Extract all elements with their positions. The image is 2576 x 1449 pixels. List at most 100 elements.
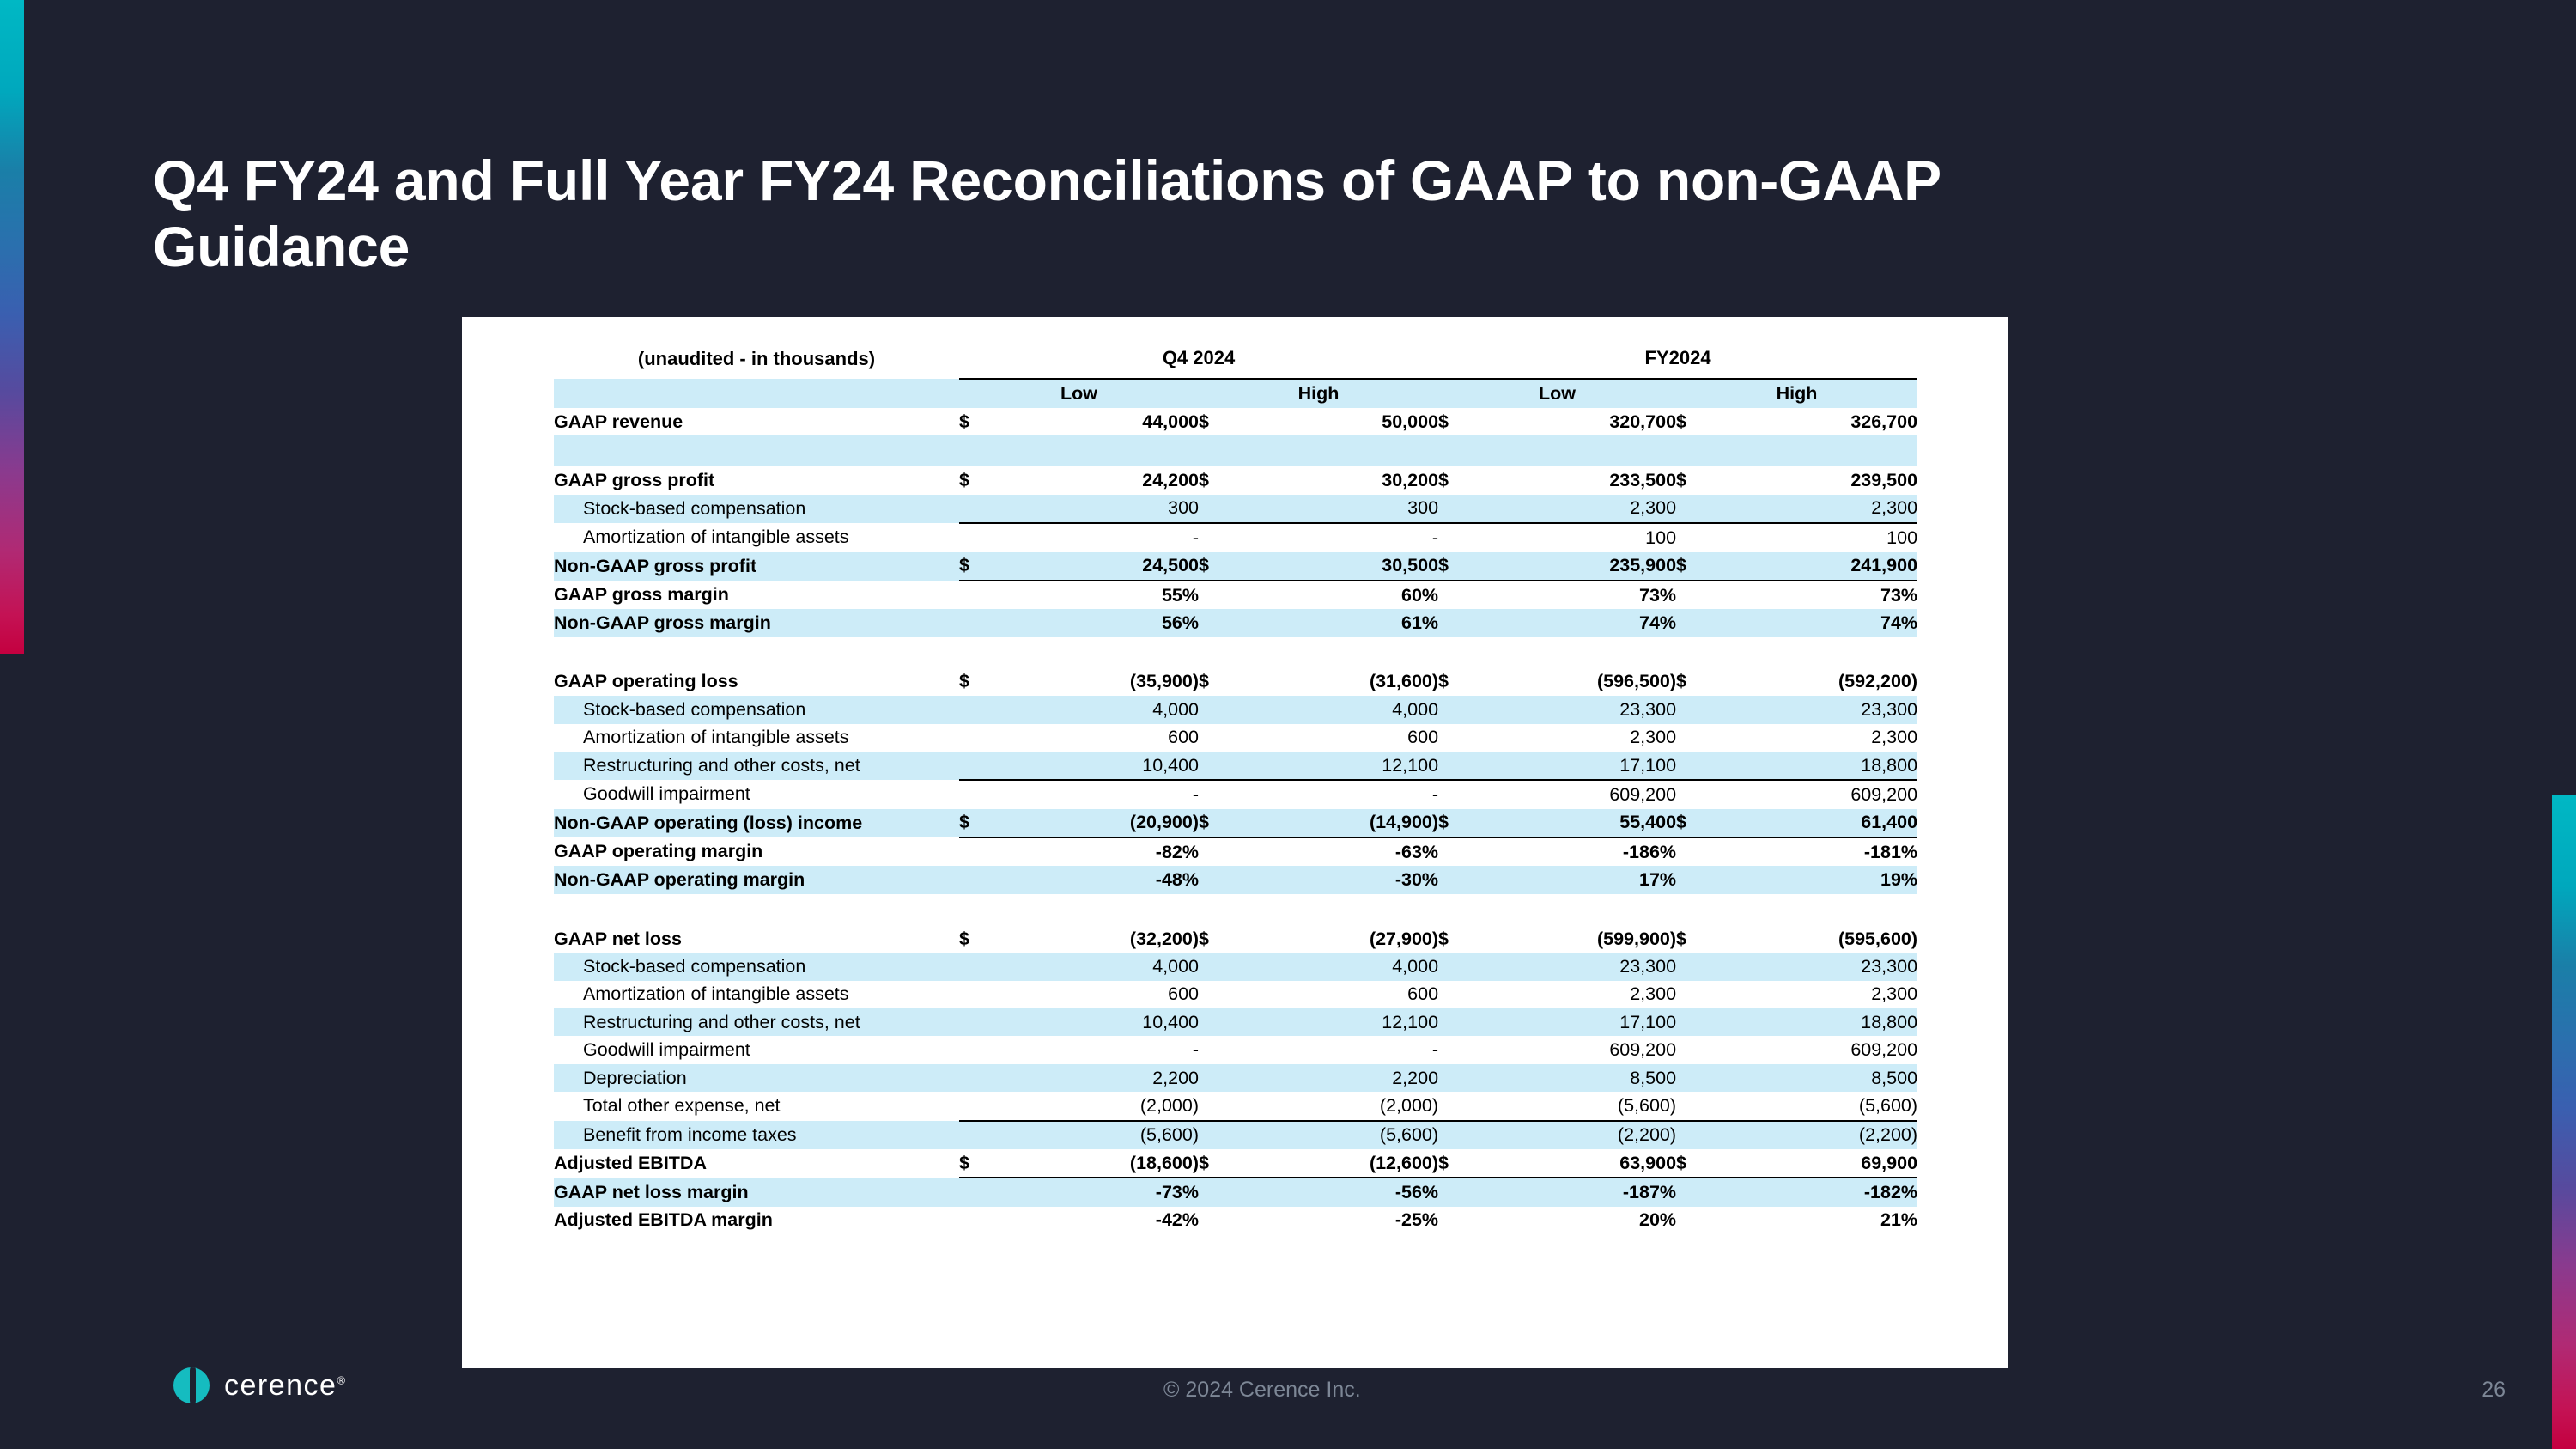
cell-value-1: -25% bbox=[1394, 1209, 1439, 1231]
row-label: Stock-based compensation bbox=[554, 953, 959, 981]
table-caption: (unaudited - in thousands) bbox=[637, 347, 876, 369]
cell-value-2: 73% bbox=[1638, 584, 1677, 606]
cell-value-2: (596,500) bbox=[1596, 671, 1677, 692]
currency-symbol-0 bbox=[959, 494, 995, 524]
cell-value-0: (5,600) bbox=[995, 1119, 1199, 1149]
cell-value-1: 30,200 bbox=[1382, 470, 1439, 491]
row-label: GAAP net loss margin bbox=[554, 1178, 959, 1207]
cell-value-0: - bbox=[995, 779, 1199, 809]
currency-symbol-0: $ bbox=[959, 928, 969, 949]
currency-symbol-2 bbox=[1438, 837, 1474, 866]
currency-symbol-2 bbox=[1438, 751, 1475, 781]
table-spacer-row bbox=[554, 637, 1917, 668]
table-row: Depreciation 2,200 2,200 8,500 8,500 bbox=[554, 1063, 1918, 1093]
row-label: Amortization of intangible assets bbox=[583, 527, 849, 548]
currency-symbol-3 bbox=[1676, 1063, 1722, 1093]
currency-symbol-0 bbox=[959, 981, 995, 1008]
cell-value-0: 10,400 bbox=[995, 1008, 1199, 1037]
cell-value-2: 17,100 bbox=[1474, 751, 1677, 781]
cell-value-0: 600 bbox=[1168, 727, 1199, 748]
sub-header-q4-low: Low bbox=[959, 379, 1199, 408]
copyright-notice: © 2024 Cerence Inc. bbox=[1163, 1378, 1361, 1402]
currency-symbol-2 bbox=[1438, 724, 1474, 752]
row-label: GAAP gross margin bbox=[554, 584, 729, 606]
currency-symbol-0 bbox=[959, 1092, 995, 1120]
currency-symbol-0 bbox=[959, 866, 995, 894]
currency-symbol-1 bbox=[1199, 494, 1242, 524]
currency-symbol-0 bbox=[959, 696, 995, 724]
row-label: Stock-based compensation bbox=[554, 494, 959, 524]
cerence-wordmark: cerence® bbox=[224, 1369, 347, 1403]
currency-symbol-2: $ bbox=[1438, 928, 1449, 949]
table-row: Adjusted EBITDA margin -42% -25% 20% 21% bbox=[554, 1207, 1917, 1234]
currency-symbol-2 bbox=[1438, 522, 1475, 552]
cell-value-3: (5,600) bbox=[1858, 1094, 1918, 1116]
cell-value-0: 300 bbox=[995, 494, 1199, 524]
row-label: Restructuring and other costs, net bbox=[554, 751, 959, 781]
cell-value-3: (595,600) bbox=[1838, 928, 1918, 949]
cell-value-1: 4,000 bbox=[1242, 696, 1439, 724]
currency-symbol-0 bbox=[959, 1178, 995, 1207]
cell-value-2: 233,500 bbox=[1609, 470, 1677, 491]
currency-symbol-1: $ bbox=[1199, 671, 1209, 692]
page-title: Q4 FY24 and Full Year FY24 Reconciliatio… bbox=[153, 149, 1941, 278]
currency-symbol-1 bbox=[1199, 779, 1242, 809]
cerence-logo: cerence® bbox=[173, 1367, 347, 1403]
cell-value-1: -30% bbox=[1242, 866, 1439, 894]
currency-symbol-3: $ bbox=[1676, 470, 1686, 491]
table-row: Adjusted EBITDA $ (18,600) $ (12,600) $63,900… bbox=[554, 1148, 1918, 1179]
currency-symbol-0 bbox=[959, 522, 995, 552]
group-header-q4: Q4 2024 bbox=[959, 341, 1439, 380]
currency-symbol-0: $ bbox=[959, 1148, 995, 1179]
currency-symbol-1 bbox=[1199, 696, 1242, 724]
currency-symbol-2: $ bbox=[1438, 808, 1475, 839]
cell-value-3: (592,200) bbox=[1838, 671, 1918, 692]
reconciliation-table: (unaudited - in thousands) Q4 2024 FY202… bbox=[554, 341, 1918, 1234]
currency-symbol-3 bbox=[1676, 724, 1721, 752]
cell-value-1: 600 bbox=[1407, 983, 1439, 1005]
currency-symbol-2: $ bbox=[1438, 411, 1449, 432]
cell-value-0: 10,400 bbox=[995, 751, 1199, 781]
currency-symbol-1: $ bbox=[1199, 928, 1209, 949]
row-label: GAAP operating loss bbox=[554, 671, 738, 692]
currency-symbol-3 bbox=[1676, 1119, 1722, 1149]
cell-value-2: (599,900) bbox=[1596, 928, 1677, 949]
row-label: Goodwill impairment bbox=[583, 783, 750, 805]
table-row: Total other expense, net (2,000) (2,000) (5… bbox=[554, 1092, 1917, 1120]
currency-symbol-0: $ bbox=[959, 470, 969, 491]
currency-symbol-3 bbox=[1676, 953, 1722, 981]
table-row: GAAP gross profit $24,200 $30,200 $233,500 $… bbox=[554, 466, 1917, 494]
currency-symbol-0 bbox=[959, 724, 995, 752]
group-header-fy: FY2024 bbox=[1438, 341, 1918, 380]
cell-value-2: 100 bbox=[1474, 522, 1677, 552]
table-row: Amortization of intangible assets - - 100 10… bbox=[554, 522, 1918, 552]
cell-value-1: 12,100 bbox=[1242, 1008, 1439, 1037]
cell-value-2: 320,700 bbox=[1609, 411, 1677, 432]
table-row: Stock-based compensation 4,000 4,000 23,300… bbox=[554, 953, 1918, 981]
table-row: Amortization of intangible assets 600 600 2… bbox=[554, 981, 1917, 1008]
currency-symbol-3: $ bbox=[1676, 671, 1686, 692]
cell-value-3: 69,900 bbox=[1721, 1148, 1918, 1179]
row-label: Restructuring and other costs, net bbox=[554, 1008, 959, 1037]
currency-symbol-3 bbox=[1676, 981, 1721, 1008]
cell-value-1: 30,500 bbox=[1242, 551, 1439, 581]
currency-symbol-1 bbox=[1199, 751, 1242, 781]
row-label: Adjusted EBITDA bbox=[554, 1153, 707, 1174]
cell-value-2: 17% bbox=[1474, 866, 1677, 894]
table-row: Stock-based compensation 4,000 4,000 23,300… bbox=[554, 696, 1918, 724]
currency-symbol-1 bbox=[1199, 866, 1242, 894]
row-label: Goodwill impairment bbox=[583, 1039, 750, 1061]
table-row: Benefit from income taxes (5,600) (5,600) (… bbox=[554, 1119, 1918, 1149]
currency-symbol-0: $ bbox=[959, 808, 995, 839]
currency-symbol-0 bbox=[959, 837, 995, 866]
right-accent-bar bbox=[2552, 795, 2576, 1449]
currency-symbol-3: $ bbox=[1676, 808, 1722, 839]
logo-text: cerence bbox=[224, 1368, 337, 1402]
cell-value-0: - bbox=[995, 522, 1199, 552]
row-label: Non-GAAP gross margin bbox=[554, 609, 959, 637]
currency-symbol-3 bbox=[1676, 1207, 1721, 1234]
currency-symbol-1 bbox=[1199, 1092, 1242, 1120]
currency-symbol-0 bbox=[959, 1063, 995, 1093]
row-label: Non-GAAP operating (loss) income bbox=[554, 808, 959, 838]
table-body: GAAP revenue $44,000 $50,000 $320,700 $326,7… bbox=[554, 408, 1918, 1234]
